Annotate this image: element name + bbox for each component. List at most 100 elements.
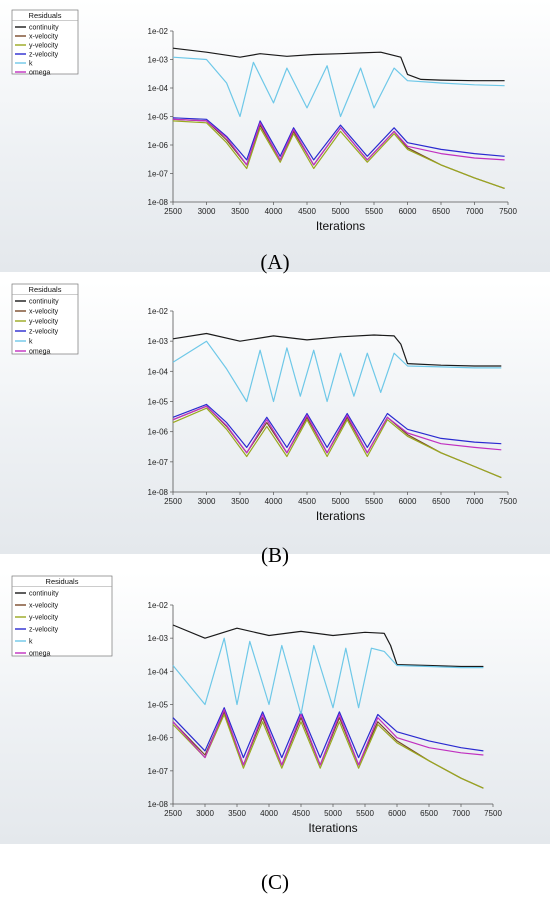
series-line-omega	[172, 405, 502, 454]
series-line-k	[172, 340, 502, 403]
y-tick-label: 1e-06	[148, 428, 169, 437]
x-tick-label: 7500	[484, 809, 502, 818]
x-tick-label: 7000	[452, 809, 470, 818]
x-tick-label: 5000	[332, 207, 350, 216]
legend-label: k	[29, 639, 33, 646]
y-tick-label: 1e-02	[148, 601, 169, 610]
x-tick-label: 4500	[292, 809, 310, 818]
legend-title: Residuals	[46, 577, 79, 586]
y-tick-label: 1e-03	[148, 634, 169, 643]
legend-label: omega	[29, 651, 51, 658]
legend-label: x-velocity	[29, 34, 59, 41]
series-line-continuity	[172, 332, 502, 367]
series-line-z-velocity	[172, 117, 505, 161]
legend-label: x-velocity	[29, 309, 59, 316]
legend-label: y-velocity	[29, 43, 59, 50]
y-tick-label: 1e-05	[148, 113, 169, 122]
series-line-k	[172, 637, 484, 716]
legend-label: x-velocity	[29, 603, 59, 610]
y-tick-label: 1e-08	[148, 800, 169, 809]
series-line-y-velocity	[172, 120, 505, 189]
legend-box	[11, 283, 79, 355]
x-tick-label: 4000	[265, 207, 283, 216]
legend-label: omega	[29, 70, 51, 77]
panel-label-a: (A)	[260, 250, 290, 274]
series-line-y-velocity	[172, 713, 484, 789]
y-tick-label: 1e-06	[148, 734, 169, 743]
legend: Residuals continuity x-velocity y-velocity z…	[11, 575, 113, 658]
x-tick-label: 5500	[365, 497, 383, 506]
series-line-z-velocity	[172, 707, 484, 759]
x-tick-label: 2500	[164, 207, 182, 216]
legend-title: Residuals	[29, 285, 62, 294]
legend-label: z-velocity	[29, 329, 59, 336]
series-line-z-velocity	[172, 403, 502, 448]
legend-label: y-velocity	[29, 615, 59, 622]
x-axis-title: Iterations	[316, 219, 365, 233]
y-tick-label: 1e-04	[148, 667, 169, 676]
x-tick-label: 3500	[228, 809, 246, 818]
x-tick-label: 3000	[198, 207, 216, 216]
y-tick-label: 1e-05	[148, 701, 169, 710]
series-line-y-velocity	[172, 407, 502, 479]
x-tick-label: 7500	[499, 207, 517, 216]
x-tick-label: 5500	[365, 207, 383, 216]
x-tick-label: 3500	[231, 497, 249, 506]
x-tick-label: 2500	[164, 809, 182, 818]
series-line-omega	[172, 708, 484, 766]
y-tick-label: 1e-08	[148, 488, 169, 497]
legend-label: k	[29, 61, 33, 68]
x-axis-title: Iterations	[308, 821, 357, 835]
y-tick-label: 1e-06	[148, 141, 169, 150]
x-tick-label: 7500	[499, 497, 517, 506]
y-tick-label: 1e-02	[148, 27, 169, 36]
legend-title: Residuals	[29, 11, 62, 20]
legend-label: omega	[29, 349, 51, 356]
y-tick-label: 1e-04	[148, 84, 169, 93]
x-tick-label: 4000	[260, 809, 278, 818]
series-line-continuity	[172, 624, 484, 668]
y-tick-label: 1e-07	[148, 170, 169, 179]
panel-label-b: (B)	[261, 543, 289, 567]
x-tick-label: 3500	[231, 207, 249, 216]
y-tick-label: 1e-03	[148, 337, 169, 346]
series-line-continuity	[172, 47, 505, 82]
x-tick-label: 2500	[164, 497, 182, 506]
x-tick-label: 6500	[432, 207, 450, 216]
x-tick-label: 3000	[196, 809, 214, 818]
x-tick-label: 5500	[356, 809, 374, 818]
legend-label: z-velocity	[29, 52, 59, 59]
x-tick-label: 6000	[388, 809, 406, 818]
series-line-omega	[172, 118, 505, 166]
x-tick-label: 6500	[432, 497, 450, 506]
y-tick-label: 1e-04	[148, 367, 169, 376]
y-tick-label: 1e-08	[148, 198, 169, 207]
x-tick-label: 7000	[466, 497, 484, 506]
y-tick-label: 1e-05	[148, 398, 169, 407]
legend-label: continuity	[29, 25, 59, 32]
series-line-k	[172, 56, 505, 118]
x-axis-title: Iterations	[316, 509, 365, 523]
x-tick-label: 4000	[265, 497, 283, 506]
legend-label: y-velocity	[29, 319, 59, 326]
legend-label: continuity	[29, 299, 59, 306]
x-tick-label: 3000	[198, 497, 216, 506]
y-tick-label: 1e-02	[148, 307, 169, 316]
legend: Residuals continuity x-velocity y-velocity z…	[11, 283, 79, 356]
x-tick-label: 6500	[420, 809, 438, 818]
chart-panel-a	[0, 0, 550, 272]
legend-box	[11, 575, 113, 657]
legend: Residuals continuity x-velocity y-velocity z…	[11, 9, 79, 77]
x-tick-label: 4500	[298, 497, 316, 506]
plot-area	[173, 605, 493, 804]
plot-area	[173, 311, 508, 492]
x-tick-label: 5000	[324, 809, 342, 818]
legend-label: k	[29, 339, 33, 346]
y-tick-label: 1e-03	[148, 56, 169, 65]
y-tick-label: 1e-07	[148, 458, 169, 467]
legend-label: z-velocity	[29, 627, 59, 634]
panel-label-c: (C)	[261, 870, 289, 894]
